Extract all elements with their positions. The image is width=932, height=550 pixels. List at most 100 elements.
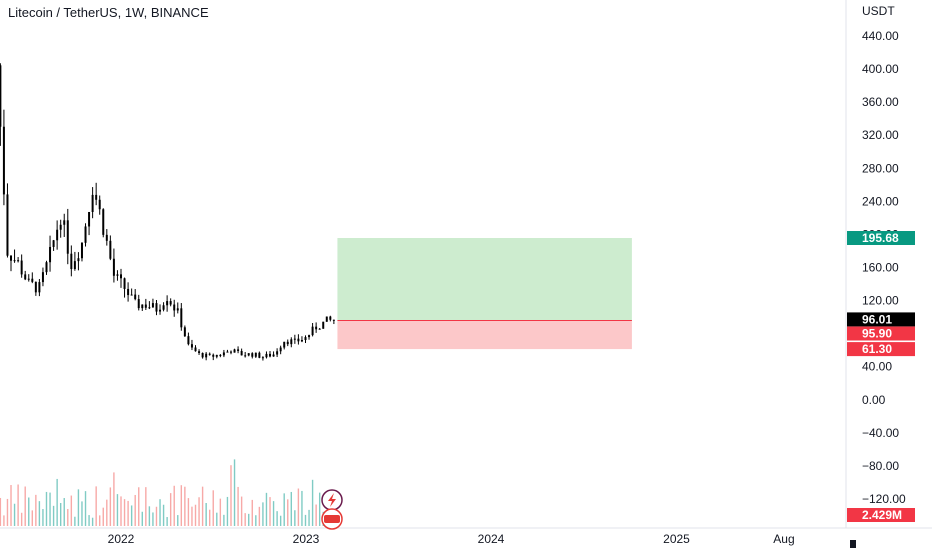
candle-body bbox=[70, 253, 73, 270]
candle-body bbox=[283, 341, 286, 348]
volume-bar bbox=[177, 515, 179, 526]
volume-bar bbox=[0, 497, 2, 526]
volume-bars bbox=[0, 459, 335, 526]
candle-body bbox=[123, 278, 126, 289]
candle-body bbox=[300, 340, 303, 342]
volume-bar bbox=[49, 492, 51, 526]
volume-value-label: 2.429M bbox=[862, 508, 902, 522]
volume-bar bbox=[265, 492, 268, 526]
volume-bar bbox=[194, 504, 197, 526]
volume-bar bbox=[42, 509, 44, 526]
axis-settings-icon bbox=[850, 540, 856, 548]
volume-bar bbox=[148, 506, 151, 526]
candle-body bbox=[166, 301, 169, 306]
volume-bar bbox=[315, 504, 317, 526]
volume-bar bbox=[138, 487, 140, 526]
volume-bar bbox=[152, 512, 154, 526]
candle-body bbox=[332, 319, 335, 321]
volume-bar bbox=[304, 514, 307, 526]
volume-bar bbox=[35, 494, 37, 526]
candle-body bbox=[222, 352, 225, 356]
volume-bar bbox=[84, 491, 87, 526]
volume-bar bbox=[17, 484, 19, 526]
candle-body bbox=[77, 258, 80, 262]
candle-body bbox=[130, 294, 133, 296]
y-tick-label: 0.00 bbox=[862, 393, 886, 407]
volume-bar bbox=[205, 502, 207, 526]
volume-bar bbox=[233, 459, 236, 526]
volume-bar bbox=[63, 498, 65, 526]
volume-bar bbox=[201, 486, 204, 526]
volume-bar bbox=[102, 507, 104, 526]
candle-body bbox=[45, 262, 48, 273]
y-tick-label: 320.00 bbox=[862, 128, 899, 142]
volume-bar bbox=[173, 485, 175, 526]
candle-body bbox=[159, 309, 162, 312]
candle-body bbox=[102, 209, 105, 235]
candle-body bbox=[13, 260, 16, 262]
volume-bar bbox=[56, 478, 58, 526]
candle-body bbox=[173, 304, 176, 311]
volume-bar bbox=[3, 515, 5, 526]
candle-body bbox=[244, 355, 247, 357]
candle-body bbox=[27, 278, 30, 280]
candle-body bbox=[251, 353, 254, 357]
volume-bar bbox=[169, 493, 172, 526]
candle-body bbox=[293, 338, 296, 340]
y-tick-label: 40.00 bbox=[862, 360, 892, 374]
candle-body bbox=[31, 278, 34, 282]
volume-bar bbox=[279, 515, 282, 526]
volume-bar bbox=[77, 489, 80, 526]
volume-bar bbox=[99, 515, 101, 526]
candle-body bbox=[240, 350, 243, 356]
candle-body bbox=[24, 274, 27, 280]
volume-bar bbox=[52, 505, 55, 526]
volume-bar bbox=[223, 514, 225, 526]
time-axis[interactable]: 2022 2023 2024 2025 Aug bbox=[108, 532, 856, 548]
volume-bar bbox=[120, 496, 122, 526]
entry-price-label-bg bbox=[847, 326, 915, 341]
candle-body bbox=[109, 240, 112, 259]
volume-bar bbox=[198, 497, 200, 526]
y-tick-label: 240.00 bbox=[862, 194, 899, 208]
volume-bar bbox=[59, 503, 62, 526]
y-tick-label: −80.00 bbox=[862, 459, 899, 473]
volume-bar bbox=[13, 503, 16, 526]
volume-bar bbox=[20, 512, 23, 526]
stop-price-label-bg bbox=[847, 342, 915, 357]
candle-body bbox=[290, 339, 293, 345]
volume-bar bbox=[74, 516, 76, 526]
x-tick-label: 2025 bbox=[663, 532, 690, 546]
candle-body bbox=[183, 327, 186, 337]
candle-body bbox=[265, 353, 268, 358]
volume-bar bbox=[28, 497, 30, 526]
candle-body bbox=[176, 308, 179, 311]
last-price-label: 96.01 bbox=[862, 312, 892, 326]
candle-body bbox=[322, 321, 325, 329]
candle-body bbox=[34, 281, 37, 293]
candle-body bbox=[269, 353, 272, 357]
volume-bar bbox=[212, 490, 214, 526]
volume-bar bbox=[123, 499, 126, 526]
volume-bar bbox=[208, 509, 211, 526]
candle-body bbox=[254, 352, 257, 357]
y-tick-label: −40.00 bbox=[862, 426, 899, 440]
candle-body bbox=[95, 194, 98, 200]
volume-bar bbox=[318, 492, 321, 526]
volume-bar bbox=[248, 513, 250, 526]
volume-bar bbox=[308, 509, 310, 526]
volume-bar bbox=[106, 499, 108, 526]
candle-body bbox=[38, 282, 41, 293]
volume-bar bbox=[287, 499, 289, 526]
y-tick-label: 360.00 bbox=[862, 95, 899, 109]
volume-bar bbox=[81, 501, 83, 526]
volume-bar bbox=[244, 513, 246, 526]
indicator-icons[interactable] bbox=[321, 489, 343, 530]
candle-body bbox=[49, 246, 52, 263]
candle-body bbox=[6, 194, 9, 256]
y-tick-label: 280.00 bbox=[862, 161, 899, 175]
candle-body bbox=[233, 349, 236, 353]
candle-body bbox=[286, 341, 289, 345]
